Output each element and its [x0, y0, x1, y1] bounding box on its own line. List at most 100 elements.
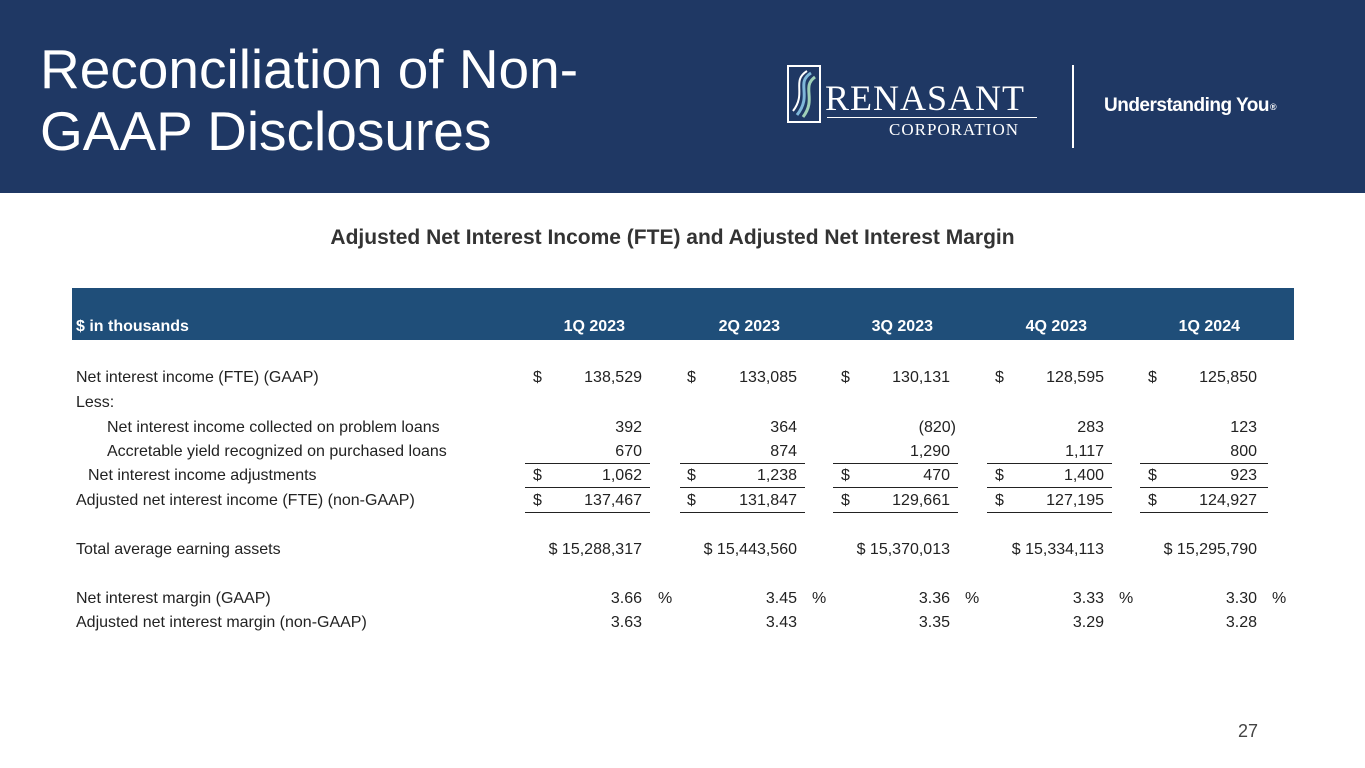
- table-cell: $ 15,443,560: [703, 541, 797, 558]
- row-label: Less:: [76, 394, 115, 411]
- percent-symbol: %: [965, 590, 980, 607]
- table-cell: 3.43: [765, 614, 797, 631]
- row-label: Total average earning assets: [76, 541, 281, 558]
- currency-symbol: $: [687, 467, 696, 484]
- table-cell: 130,131: [892, 369, 950, 386]
- logo-rule: [827, 117, 1037, 118]
- table-header-band: [72, 288, 1294, 340]
- table-cell: 1,117: [1065, 443, 1104, 460]
- currency-symbol: $: [841, 369, 850, 386]
- table-cell: 124,927: [1199, 492, 1257, 509]
- percent-symbol: %: [1272, 590, 1287, 607]
- currency-symbol: $: [687, 369, 696, 386]
- tagline-text: Understanding You: [1104, 95, 1269, 116]
- table-cell: $ 15,370,013: [856, 541, 950, 558]
- currency-symbol: $: [533, 369, 542, 386]
- table-cell: 800: [1230, 443, 1257, 460]
- slide-title: Reconciliation of Non-GAAP Disclosures: [40, 38, 579, 162]
- currency-symbol: $: [687, 492, 696, 509]
- brand-tagline: Understanding You®: [1104, 95, 1277, 117]
- subtotal-rule: [833, 487, 958, 488]
- currency-symbol: $: [995, 369, 1004, 386]
- units-label: $ in thousands: [76, 318, 189, 335]
- logo-subtitle: CORPORATION: [889, 120, 1020, 139]
- column-header: 1Q 2024: [1178, 318, 1240, 335]
- header-divider: [1072, 65, 1074, 148]
- table-cell: (820): [918, 419, 956, 436]
- row-label: Adjusted net interest margin (non-GAAP): [76, 614, 367, 631]
- subtotal-rule: [987, 487, 1112, 488]
- total-rule: [680, 512, 805, 513]
- table-cell: 3.29: [1072, 614, 1104, 631]
- table-cell: 128,595: [1046, 369, 1104, 386]
- row-label: Adjusted net interest income (FTE) (non-…: [76, 492, 415, 509]
- table-cell: 131,847: [739, 492, 797, 509]
- table-cell: 392: [615, 419, 642, 436]
- table-cell: 3.35: [918, 614, 950, 631]
- table-cell: $ 15,288,317: [548, 541, 642, 558]
- currency-symbol: $: [533, 492, 542, 509]
- table-cell: 3.28: [1225, 614, 1257, 631]
- table-cell: 3.33: [1072, 590, 1104, 607]
- subtotal-rule: [1140, 487, 1268, 488]
- table-cell: $ 15,295,790: [1163, 541, 1257, 558]
- table-cell: 123: [1230, 419, 1257, 436]
- table-cell: 137,467: [584, 492, 642, 509]
- table-cell: 1,290: [909, 443, 950, 460]
- total-rule: [987, 512, 1112, 513]
- currency-symbol: $: [1148, 467, 1157, 484]
- currency-symbol: $: [995, 467, 1004, 484]
- table-cell: 138,529: [584, 369, 642, 386]
- table-cell: 670: [615, 443, 642, 460]
- subtotal-rule: [987, 463, 1112, 464]
- table-cell: 470: [923, 467, 950, 484]
- row-label: Net interest income (FTE) (GAAP): [76, 369, 319, 386]
- subtotal-rule: [680, 487, 805, 488]
- currency-symbol: $: [841, 467, 850, 484]
- table-cell: 129,661: [892, 492, 950, 509]
- table-cell: 1,238: [756, 467, 797, 484]
- logo-emblem-icon: [787, 65, 821, 123]
- table-cell: 1,062: [601, 467, 642, 484]
- table-cell: 1,400: [1063, 467, 1104, 484]
- table-cell: 3.30: [1225, 590, 1257, 607]
- table-cell: 3.45: [765, 590, 797, 607]
- registered-mark: ®: [1269, 102, 1277, 112]
- currency-symbol: $: [1148, 492, 1157, 509]
- total-rule: [833, 512, 958, 513]
- subtotal-rule: [680, 463, 805, 464]
- total-rule: [525, 512, 650, 513]
- table-cell: 3.36: [918, 590, 950, 607]
- row-label: Net interest margin (GAAP): [76, 590, 271, 607]
- currency-symbol: $: [1148, 369, 1157, 386]
- row-label: Net interest income adjustments: [88, 467, 317, 484]
- table-cell: 874: [770, 443, 797, 460]
- renasant-logo: RENASANT CORPORATION: [787, 65, 1039, 141]
- table-cell: 125,850: [1199, 369, 1257, 386]
- page-number: 27: [1238, 721, 1259, 741]
- table-cell: 923: [1230, 467, 1257, 484]
- row-label: Net interest income collected on problem…: [107, 419, 440, 436]
- logo-name: RENASANT: [825, 78, 1026, 118]
- percent-symbol: %: [812, 590, 827, 607]
- column-header: 4Q 2023: [1025, 318, 1087, 335]
- currency-symbol: $: [995, 492, 1004, 509]
- row-label: Accretable yield recognized on purchased…: [107, 443, 447, 460]
- column-header: 2Q 2023: [718, 318, 780, 335]
- currency-symbol: $: [533, 467, 542, 484]
- percent-symbol: %: [658, 590, 673, 607]
- table-cell: 3.63: [610, 614, 642, 631]
- column-header: 1Q 2023: [563, 318, 625, 335]
- column-header: 3Q 2023: [871, 318, 933, 335]
- total-rule: [1140, 512, 1268, 513]
- subtotal-rule: [833, 463, 958, 464]
- table-cell: 364: [770, 419, 797, 436]
- table-cell: 3.66: [610, 590, 642, 607]
- percent-symbol: %: [1119, 590, 1134, 607]
- table-cell: 283: [1077, 419, 1104, 436]
- table-cell: 127,195: [1046, 492, 1104, 509]
- slide-header: [0, 0, 1365, 193]
- table-title: Adjusted Net Interest Income (FTE) and A…: [330, 226, 1015, 249]
- table-cell: $ 15,334,113: [1011, 541, 1104, 558]
- subtotal-rule: [525, 487, 650, 488]
